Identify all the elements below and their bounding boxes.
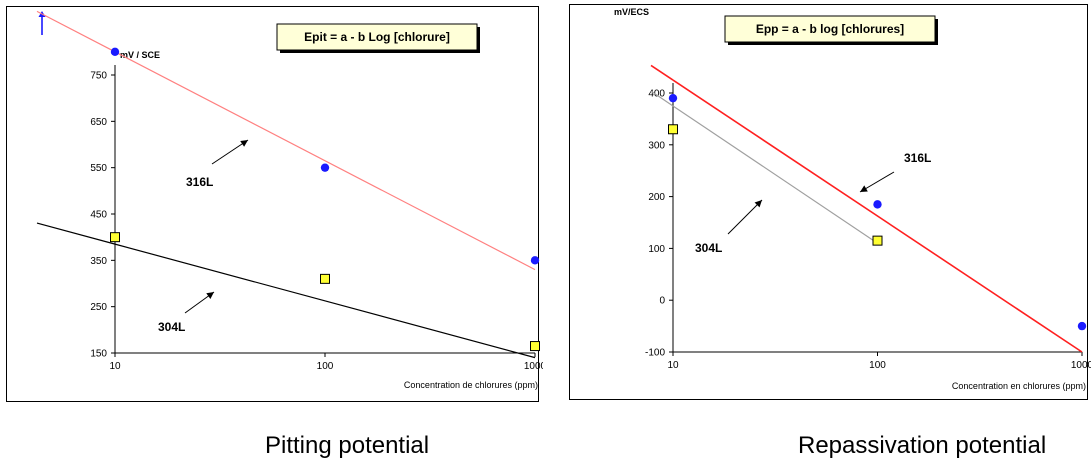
series-label-316l: 316L [904, 151, 931, 165]
fit-line-extension-304l [650, 90, 674, 107]
x-tick-label: 10 [667, 360, 679, 371]
data-point-304l [872, 235, 883, 246]
fit-line-304l [672, 105, 878, 244]
y-axis-label: mV / SCE [120, 50, 160, 60]
data-point-316l [110, 47, 120, 57]
x-tick-label: 100 [869, 360, 886, 371]
y-tick-label: 400 [648, 89, 665, 100]
fit-line-extension-316l [36, 10, 116, 53]
label-arrow-316l [211, 139, 249, 165]
y-tick-label: 200 [648, 192, 665, 203]
x-tick-label: 100 [317, 361, 334, 372]
data-point-304l [530, 341, 540, 352]
formula-box [724, 15, 936, 43]
data-point-304l [110, 232, 120, 243]
data-point-316l [320, 163, 330, 172]
y-tick-label: 650 [90, 117, 107, 128]
repassivation-potential-panel: -100 0 100 200 300 400 10 100 1000 mV/ECS Concentr… [548, 0, 1091, 405]
y-tick-label: 250 [90, 302, 107, 313]
x-axis-label: Concentration en chlorures (ppm) [952, 381, 1086, 391]
pitting-potential-chart: 150 250 350 450 550 650 750 10 100 1000 mV / SCE Co… [6, 6, 543, 402]
fit-line-extension-316l [650, 64, 674, 81]
series-label-304l: 304L [695, 241, 722, 255]
formula-text: Epp = a - b log [chlorures] [756, 22, 904, 36]
data-point-304l [320, 273, 330, 284]
y-tick-label: 300 [648, 140, 665, 151]
data-point-316l [873, 200, 882, 209]
fit-line-316l [672, 79, 1083, 353]
data-point-316l [668, 93, 678, 103]
x-tick-label: 1000 [1071, 360, 1091, 371]
repassivation-potential-chart: -100 0 100 200 300 400 10 100 1000 mV/ECS Concentr… [569, 4, 1091, 400]
x-tick-label: 10 [109, 361, 121, 372]
label-arrowhead-316l [240, 140, 248, 147]
formula-box [276, 23, 478, 51]
fit-line-304l [114, 243, 536, 359]
y-tick-label: 750 [90, 71, 107, 82]
label-arrow-304l [727, 199, 763, 235]
y-axis-label: mV/ECS [614, 7, 649, 17]
data-point-304l [668, 124, 678, 135]
y-tick-label: 0 [659, 296, 665, 307]
caption-repassivation-potential: Repassivation potential [798, 432, 1047, 459]
label-arrowhead-316l [860, 185, 868, 192]
y-tick-label: -100 [645, 348, 665, 359]
fit-line-316l [114, 51, 536, 271]
formula-text: Epit = a - b Log [chlorure] [304, 30, 450, 44]
series-label-304l: 304L [158, 320, 185, 334]
y-tick-label: 150 [90, 349, 107, 360]
y-tick-label: 350 [90, 256, 107, 267]
label-arrowhead-304l [206, 292, 214, 299]
caption-pitting-potential: Pitting potential [265, 432, 430, 459]
x-tick-label: 1000 [524, 361, 543, 372]
y-tick-label: 450 [90, 210, 107, 221]
data-point-316l [530, 256, 540, 265]
x-axis-label: Concentration de chlorures (ppm) [404, 380, 538, 390]
series-label-316l: 316L [186, 175, 213, 189]
data-point-316l [1077, 321, 1087, 331]
pitting-potential-panel: 150 250 350 450 550 650 750 10 100 1000 mV / SCE Co… [0, 0, 543, 405]
y-tick-label: 100 [648, 244, 665, 255]
chart-frame [6, 6, 539, 402]
chart-frame [569, 4, 1088, 400]
y-tick-label: 550 [90, 163, 107, 174]
fit-line-extension-304l [36, 222, 116, 245]
